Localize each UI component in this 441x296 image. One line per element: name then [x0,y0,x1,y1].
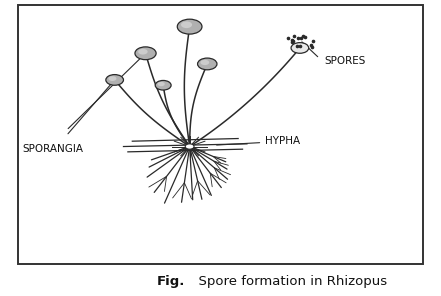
Circle shape [106,75,123,85]
Circle shape [138,49,148,54]
Circle shape [155,81,171,90]
Text: Fig.: Fig. [157,275,185,288]
Text: Spore formation in Rhizopus: Spore formation in Rhizopus [190,275,387,288]
Text: HYPHA: HYPHA [265,136,300,146]
Text: SPORANGIA: SPORANGIA [22,144,83,154]
Circle shape [157,82,165,86]
Text: SPORES: SPORES [324,56,366,66]
Circle shape [135,47,156,60]
Circle shape [181,21,192,28]
Circle shape [201,60,209,65]
Circle shape [291,43,309,53]
Circle shape [177,19,202,34]
Circle shape [185,144,194,149]
Circle shape [198,58,217,70]
Circle shape [108,76,116,81]
